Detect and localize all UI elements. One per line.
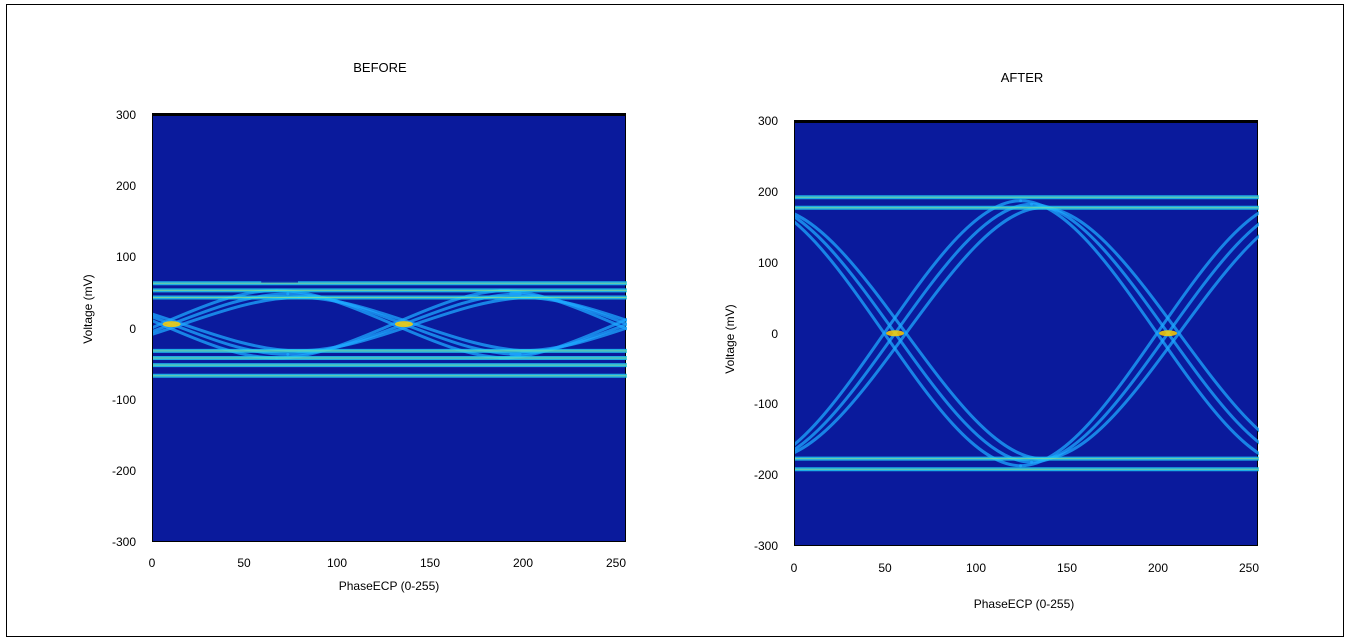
eye-transition-trace (153, 312, 301, 353)
eye-transition-trace (498, 288, 627, 331)
y-tick-label: -100 (753, 397, 778, 411)
y-tick-label: 100 (757, 256, 778, 270)
y-tick-label: 0 (771, 327, 778, 341)
plot-area (794, 122, 1259, 546)
eye-transition-trace (275, 288, 511, 360)
x-tick-label: 100 (965, 561, 987, 575)
plot-top-border (152, 113, 626, 116)
eye-crossing-hotspot (162, 321, 181, 328)
eye-data-gap (901, 183, 937, 194)
y-tick-label: -300 (111, 535, 136, 549)
x-tick-label: 50 (878, 561, 892, 575)
eye-transition-trace (795, 202, 1034, 451)
x-tick-label: 50 (237, 556, 251, 570)
y-tick-label: 200 (115, 179, 136, 193)
plot-top-border (794, 120, 1258, 123)
chart-title: AFTER (1000, 70, 1044, 85)
y-tick-label: 200 (757, 185, 778, 199)
eye-transition-trace (297, 295, 533, 353)
eye-transition-trace (1019, 199, 1259, 456)
x-axis-label: PhaseECP (0-255) (338, 579, 440, 593)
y-tick-label: -200 (753, 468, 778, 482)
eye-transition-trace (520, 326, 627, 353)
y-tick-label: 100 (115, 250, 136, 264)
eye-transition-trace (1019, 211, 1259, 468)
eye-crossing-hotspot (886, 330, 905, 337)
eye-crossing-hotspot (1159, 330, 1178, 337)
x-tick-label: 0 (790, 561, 798, 575)
eye-transition-trace (795, 215, 1034, 464)
x-tick-label: 200 (512, 556, 534, 570)
eye-data-gap (261, 272, 298, 283)
x-tick-label: 0 (148, 556, 156, 570)
x-tick-label: 150 (419, 556, 441, 570)
eye-transition-trace (795, 220, 1023, 468)
x-axis-label: PhaseECP (0-255) (973, 597, 1075, 611)
y-tick-label: -200 (111, 464, 136, 478)
y-tick-label: 300 (115, 108, 136, 122)
x-tick-label: 250 (605, 556, 627, 570)
eye-transition-trace (795, 206, 1044, 454)
plot-area (152, 115, 627, 542)
y-axis-label: Voltage (mV) (723, 304, 737, 374)
y-tick-label: -100 (111, 393, 136, 407)
x-tick-label: 150 (1056, 561, 1078, 575)
eye-transition-trace (520, 295, 627, 322)
eye-transition-trace (795, 212, 1044, 461)
chart-title: BEFORE (353, 60, 407, 75)
y-tick-label: 0 (129, 322, 136, 336)
eye-transition-trace (1040, 206, 1259, 433)
y-tick-label: 300 (757, 114, 778, 128)
x-tick-label: 250 (1238, 561, 1260, 575)
y-tick-label: -300 (753, 539, 778, 553)
eye-transition-trace (1040, 234, 1259, 461)
x-tick-label: 100 (326, 556, 348, 570)
y-axis-label: Voltage (mV) (81, 274, 95, 344)
eye-crossing-hotspot (394, 321, 413, 328)
figure-frame (6, 4, 1344, 637)
x-tick-label: 200 (1147, 561, 1169, 575)
heatmap-canvas (153, 272, 627, 378)
heatmap-canvas (795, 183, 1259, 472)
eye-transition-trace (153, 319, 279, 360)
